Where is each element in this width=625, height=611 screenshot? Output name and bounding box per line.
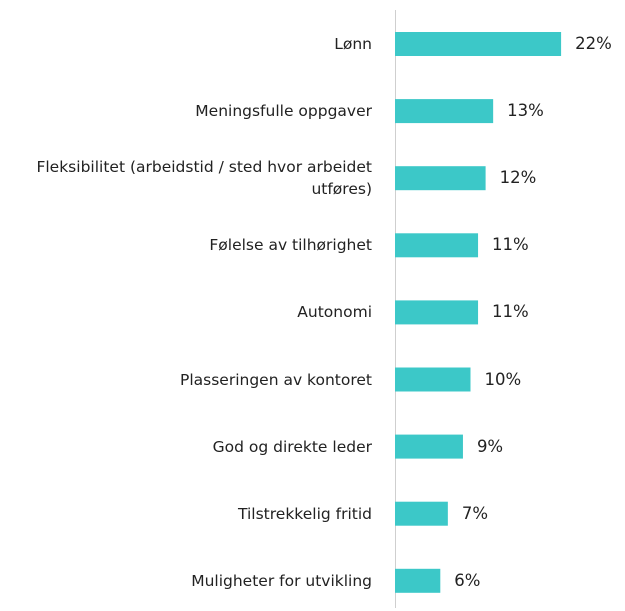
category-label: Meningsfulle oppgaver [195,102,372,121]
bar [395,568,441,593]
category-label: Plasseringen av kontoret [179,370,372,389]
value-label: 6% [454,570,481,590]
category-label: Autonomi [297,303,372,322]
value-label: 12% [499,168,537,188]
value-label: 9% [476,436,504,456]
category-label: Følelse av tilhørighet [209,236,372,255]
category-label: Muligheter for utvikling [191,571,372,590]
value-label: 22% [575,34,612,53]
value-label: 7% [461,503,489,523]
bar [395,32,562,56]
bar [395,501,448,526]
value-label: 10% [484,369,522,389]
bar [395,166,486,191]
category-label: God og direkte leder [212,437,372,456]
value-label: 11% [492,302,529,322]
bar [395,434,463,459]
category-label: Fleksibilitet (arbeidstid / sted hvor ar… [36,158,372,199]
value-label: 13% [507,101,544,121]
bar [395,367,471,392]
bar [395,99,494,124]
value-label: 11% [492,235,529,255]
category-label: Lønn [334,35,372,53]
bar [395,233,479,258]
category-label: Tilstrekkelig fritid [238,504,372,523]
bar [395,300,479,325]
